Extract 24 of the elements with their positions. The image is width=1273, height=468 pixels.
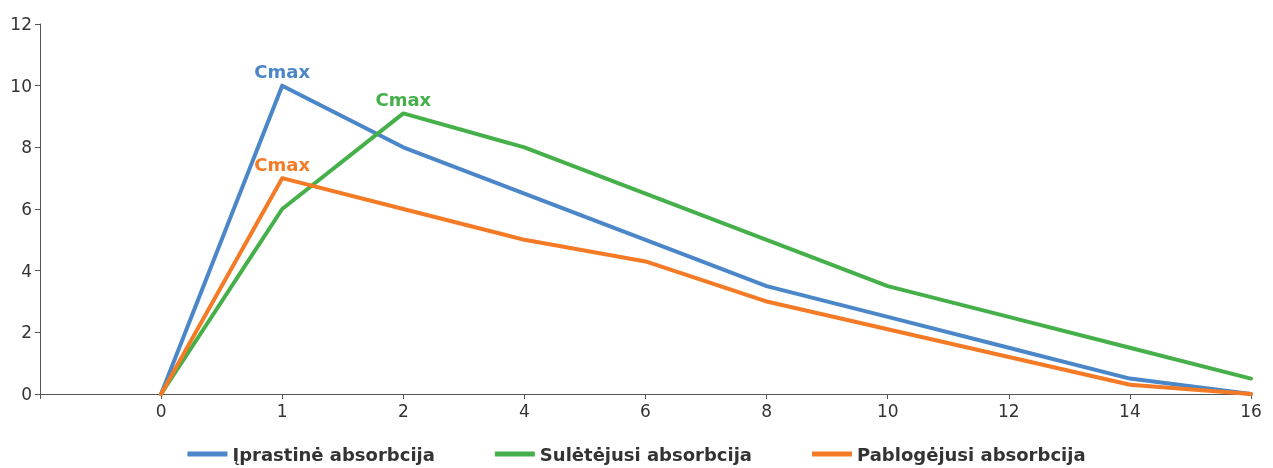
x-tick-label: 4 [518,400,530,421]
x-tick-label: 12 [997,400,1020,421]
x-tick-label: 6 [640,400,651,421]
x-tick-label: 2 [397,400,409,421]
x-tick-label: 0 [155,400,167,421]
y-tick-label: 2 [21,322,32,343]
annotation: Cmax [254,61,311,83]
x-tick-label: 14 [1119,400,1141,421]
y-tick-label: 8 [21,137,32,158]
y-tick-label: 0 [21,384,32,404]
x-tick-label: 10 [876,400,899,421]
legend-label: Sulėtėjusi absorbcija [539,443,753,465]
legend-label: Pablogėjusi absorbcija [857,443,1086,465]
y-tick-label: 12 [10,14,32,34]
y-tick-label: 4 [21,260,32,281]
annotation: Cmax [254,153,311,175]
x-tick-label: 8 [761,400,773,421]
legend-label: Įprastinė absorbcija [232,443,435,465]
y-tick-label: 6 [21,199,32,219]
y-tick-label: 10 [10,75,32,96]
line-series [159,176,1253,396]
x-tick-label: 16 [1240,400,1262,421]
annotation: Cmax [375,88,432,110]
x-tick-label: 1 [276,400,288,421]
